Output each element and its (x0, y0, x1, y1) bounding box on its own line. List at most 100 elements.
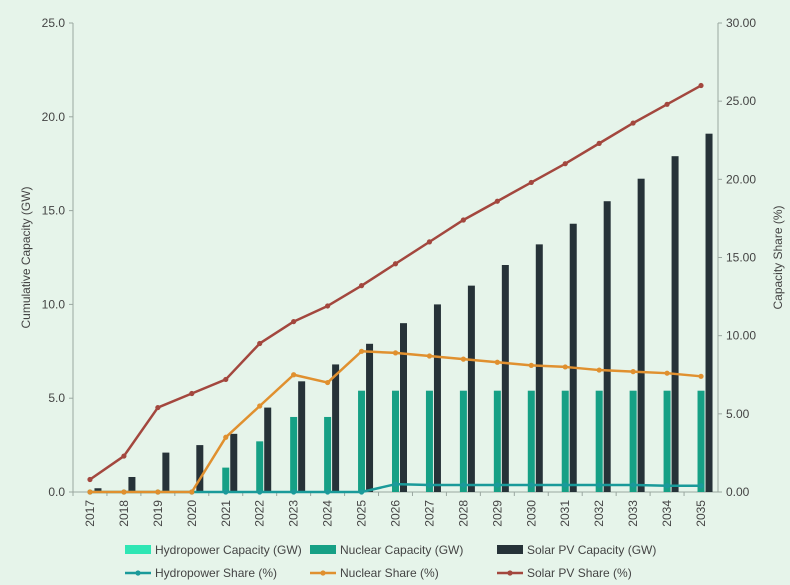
point-solar-pv-share (87, 476, 93, 483)
point-solar-pv-share (528, 179, 534, 186)
point-solar-pv-share (698, 82, 704, 89)
point-nuclear-share (494, 359, 500, 365)
point-nuclear-share (562, 364, 568, 370)
bar-solar-pv (128, 476, 136, 492)
legend-label: Hydropower Share (%) (155, 566, 277, 580)
point-solar-pv-share (494, 198, 500, 204)
point-hydropower-share (426, 482, 433, 488)
point-nuclear-share (121, 489, 127, 495)
y2-tick-label: 25.00 (726, 94, 756, 108)
x-tick-label: 2032 (592, 500, 606, 527)
point-nuclear-share (426, 353, 433, 359)
legend-swatch (125, 545, 151, 554)
bar-nuclear (425, 390, 433, 492)
point-hydropower-share (325, 489, 331, 495)
legend-marker (135, 570, 141, 576)
bar-nuclear (527, 390, 535, 492)
axes: 0.0 5.0 10.0 15.0 20.0 25.0 0.00 5.00 10.00 15.00… (19, 16, 785, 527)
point-hydropower-share (257, 489, 263, 495)
x-tick-label: 2026 (389, 500, 403, 527)
bar-solar-pv (535, 244, 543, 492)
x-tick-label: 2035 (694, 500, 708, 527)
point-solar-pv-share (596, 140, 602, 146)
legend-swatch (310, 545, 336, 554)
x-tick-label: 2024 (321, 500, 335, 527)
bar-nuclear (561, 390, 569, 492)
bar-solar-pv (162, 452, 170, 492)
x-tick-label: 2025 (355, 500, 369, 527)
bar-nuclear (324, 416, 332, 492)
point-nuclear-share (155, 489, 161, 495)
point-hydropower-share (698, 483, 704, 489)
point-nuclear-share (358, 348, 365, 354)
bar-nuclear (663, 390, 671, 492)
point-hydropower-share (460, 482, 466, 488)
point-nuclear-share (291, 372, 297, 378)
bar-solar-pv (637, 178, 645, 492)
bar-solar-pv (94, 488, 102, 492)
x-tick-label: 2033 (626, 500, 640, 527)
point-hydropower-share (528, 482, 534, 488)
x-tick-label: 2029 (490, 500, 504, 527)
point-nuclear-share (630, 369, 636, 375)
bar-nuclear (493, 390, 501, 492)
y2-axis-title: Capacity Share (%) (771, 205, 785, 309)
bar-solar-pv (569, 223, 577, 492)
bar-solar-pv (603, 201, 611, 492)
point-solar-pv-share (562, 161, 568, 167)
point-hydropower-share (562, 482, 568, 488)
y2-tick-label: 20.00 (726, 172, 756, 186)
bar-solar-pv (196, 445, 204, 492)
bar-nuclear (256, 441, 264, 492)
point-nuclear-share (325, 379, 331, 386)
point-solar-pv-share (257, 340, 263, 347)
point-hydropower-share (223, 489, 229, 495)
point-solar-pv-share (426, 239, 433, 245)
bar-solar-pv (264, 407, 272, 492)
bar-nuclear (459, 390, 467, 492)
bar-solar-pv (332, 364, 340, 492)
x-tick-label: 2027 (422, 500, 436, 527)
bar-solar-pv (230, 433, 238, 492)
legend-marker (320, 570, 326, 576)
point-nuclear-share (460, 356, 466, 362)
bar-solar-pv (705, 133, 713, 492)
bar-nuclear (595, 390, 603, 492)
legend-label: Solar PV Capacity (GW) (527, 543, 656, 557)
bar-solar-pv (671, 156, 679, 493)
x-tick-label: 2031 (558, 500, 572, 527)
legend-label: Nuclear Share (%) (340, 566, 439, 580)
legend-label: Hydropower Capacity (GW) (155, 543, 302, 557)
point-solar-pv-share (392, 261, 399, 267)
point-hydropower-share (596, 482, 602, 488)
bar-nuclear (392, 390, 399, 492)
x-tick-label: 2021 (219, 500, 233, 527)
y-tick-label: 20.0 (42, 110, 66, 124)
point-solar-pv-share (223, 376, 229, 383)
x-tick-label: 2023 (287, 500, 301, 527)
point-solar-pv-share (189, 390, 195, 397)
bar-solar-pv (400, 323, 407, 492)
bar-nuclear (290, 416, 298, 492)
y-tick-label: 15.0 (42, 204, 66, 218)
legend-swatch (497, 545, 523, 554)
x-tick-label: 2022 (253, 500, 267, 527)
y-tick-label: 0.0 (48, 485, 65, 499)
point-solar-pv-share (630, 120, 636, 126)
point-nuclear-share (392, 350, 399, 356)
point-hydropower-share (630, 482, 636, 488)
point-nuclear-share (223, 434, 229, 440)
x-tick-label: 2020 (185, 500, 199, 527)
point-hydropower-share (392, 481, 399, 487)
y2-tick-label: 10.00 (726, 329, 756, 343)
point-nuclear-share (257, 403, 263, 409)
point-solar-pv-share (664, 101, 670, 107)
bars (94, 133, 713, 493)
bar-solar-pv (366, 343, 374, 492)
x-tick-label: 2018 (117, 500, 131, 527)
y-axis-title: Cumulative Capacity (GW) (19, 186, 33, 328)
point-hydropower-share (358, 489, 365, 495)
point-hydropower-share (494, 482, 500, 488)
